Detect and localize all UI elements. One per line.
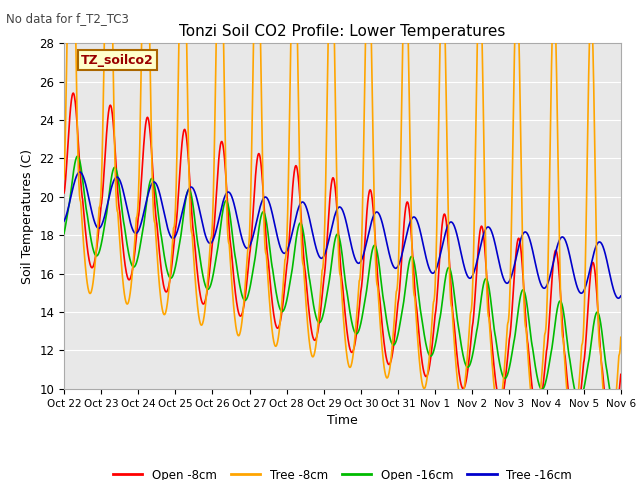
Y-axis label: Soil Temperatures (C): Soil Temperatures (C) [20, 148, 34, 284]
Text: No data for f_T2_TC3: No data for f_T2_TC3 [6, 12, 129, 25]
Text: TZ_soilco2: TZ_soilco2 [81, 54, 154, 67]
Title: Tonzi Soil CO2 Profile: Lower Temperatures: Tonzi Soil CO2 Profile: Lower Temperatur… [179, 24, 506, 39]
X-axis label: Time: Time [327, 414, 358, 427]
Legend: Open -8cm, Tree -8cm, Open -16cm, Tree -16cm: Open -8cm, Tree -8cm, Open -16cm, Tree -… [108, 464, 577, 480]
